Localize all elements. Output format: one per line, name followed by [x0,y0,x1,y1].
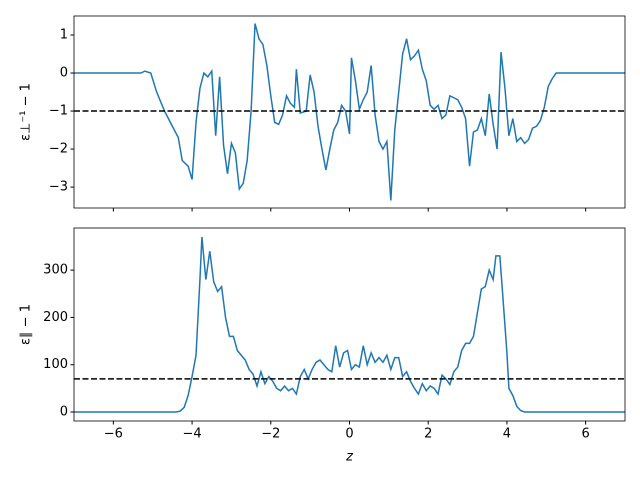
x-tick-label: −4 [182,427,201,442]
x-tick-label: 6 [582,427,590,442]
x-tick-label: 2 [424,427,432,442]
axes-frame [73,15,626,209]
x-tick-label: −2 [261,427,280,442]
axes-frame [73,227,626,422]
y-tick-label: 0 [60,66,68,81]
data-line [74,236,625,413]
y-axis-label: ε∥ − 1 [19,304,34,345]
y-tick-label: −1 [49,104,68,119]
y-tick-label: 1 [60,28,68,43]
y-tick-label: −2 [49,142,68,157]
y-tick-label: 300 [43,263,68,278]
x-tick-label: 0 [345,427,353,442]
y-tick-label: −3 [49,180,68,195]
x-tick-label: −6 [104,427,123,442]
y-axis-label: ε⊥⁻¹ − 1 [19,83,34,141]
x-tick-label: 4 [503,427,511,442]
y-tick-label: 0 [60,405,68,420]
data-line [74,23,625,201]
y-tick-label: 200 [43,310,68,325]
y-tick-label: 100 [43,357,68,372]
x-axis-label: z [345,450,354,465]
